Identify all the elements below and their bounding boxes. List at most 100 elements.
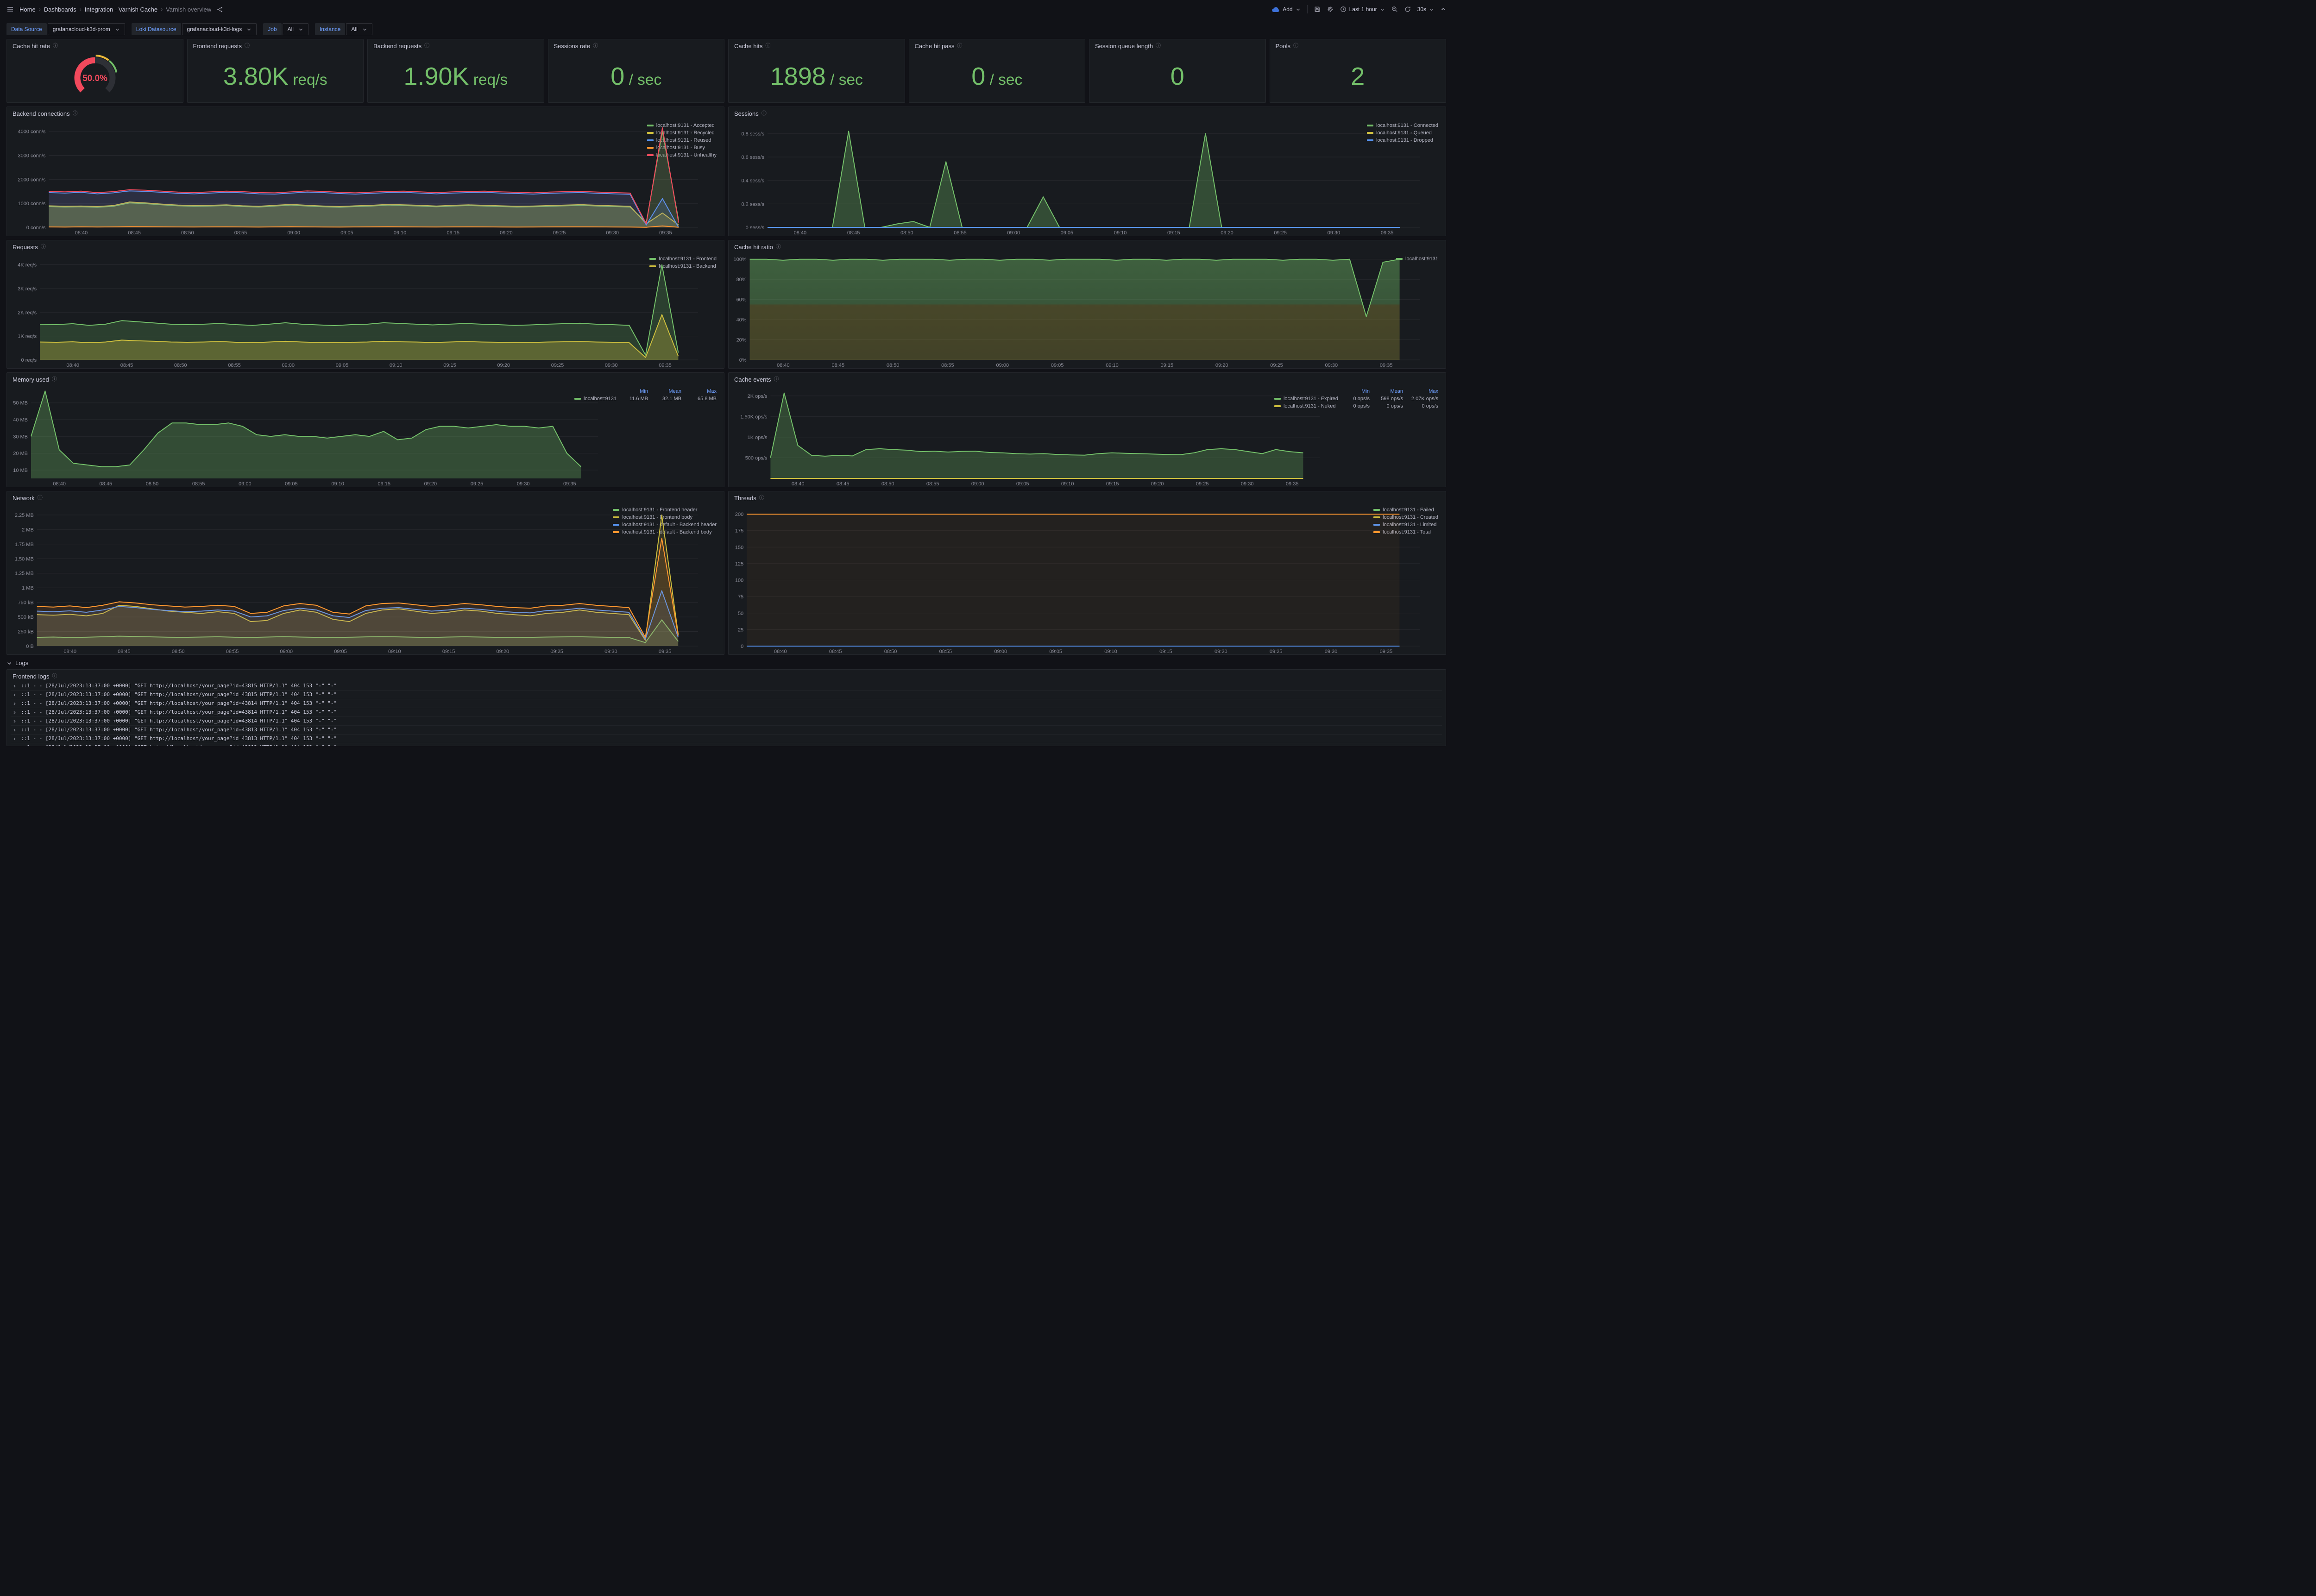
info-icon[interactable]: ⓘ: [40, 244, 46, 250]
filter-label[interactable]: Loki Datasource: [131, 23, 181, 35]
legend-item[interactable]: localhost:9131 - default - Backend body: [613, 529, 717, 535]
svg-text:100: 100: [735, 578, 743, 584]
legend-item[interactable]: localhost:9131 - Frontend body: [613, 515, 717, 520]
info-icon[interactable]: ⓘ: [957, 43, 963, 49]
legend-item[interactable]: localhost:9131 - Total: [1373, 529, 1438, 535]
log-row[interactable]: ::1 - - [28/Jul/2023:13:37:00 +0000] "GE…: [11, 743, 1442, 746]
filter-value-dropdown[interactable]: All: [282, 23, 308, 35]
log-row[interactable]: ::1 - - [28/Jul/2023:13:37:00 +0000] "GE…: [11, 708, 1442, 717]
log-row[interactable]: ::1 - - [28/Jul/2023:13:37:00 +0000] "GE…: [11, 717, 1442, 726]
share-icon[interactable]: [217, 6, 223, 13]
legend-item[interactable]: localhost:9131 - Reused: [647, 138, 717, 143]
log-row[interactable]: ::1 - - [28/Jul/2023:13:37:00 +0000] "GE…: [11, 682, 1442, 691]
expand-log-chevron-icon[interactable]: [13, 693, 17, 697]
time-range-picker[interactable]: Last 1 hour: [1340, 6, 1385, 13]
chart-cache-hit-ratio[interactable]: 0% 20% 40% 60% 80% 100% 08:40 08:45 08:50 08:55 09…: [731, 251, 1420, 368]
legend-column-header[interactable]: Mean: [668, 389, 681, 394]
info-icon[interactable]: ⓘ: [759, 495, 764, 501]
info-icon[interactable]: ⓘ: [1156, 43, 1161, 49]
expand-log-chevron-icon[interactable]: [13, 710, 17, 715]
info-icon[interactable]: ⓘ: [52, 673, 57, 679]
legend-item[interactable]: localhost:9131 - Nuked: [1274, 403, 1338, 409]
log-row[interactable]: ::1 - - [28/Jul/2023:13:37:00 +0000] "GE…: [11, 735, 1442, 743]
legend-column-header[interactable]: Mean: [1390, 389, 1403, 394]
legend-column-header[interactable]: Max: [707, 389, 717, 394]
info-icon[interactable]: ⓘ: [761, 111, 767, 116]
dashboard-settings-gear-icon[interactable]: [1327, 6, 1334, 13]
info-icon[interactable]: ⓘ: [72, 111, 78, 116]
legend-item[interactable]: localhost:9131 - Connected: [1367, 123, 1438, 128]
chart-backend-connections[interactable]: 0 conn/s 1000 conn/s 2000 conn/s 3000 conn/…: [10, 118, 698, 236]
expand-log-chevron-icon[interactable]: [13, 737, 17, 741]
breadcrumb-home[interactable]: Home: [19, 6, 36, 13]
save-dashboard-icon[interactable]: [1314, 6, 1321, 13]
info-icon[interactable]: ⓘ: [1293, 43, 1299, 49]
chart-sessions[interactable]: 0 sess/s 0.2 sess/s 0.4 sess/s 0.6 sess/s 0.…: [731, 118, 1420, 236]
logs-section-toggle[interactable]: Logs: [6, 660, 1446, 666]
legend-item[interactable]: localhost:9131 - Unhealthy: [647, 152, 717, 158]
info-icon[interactable]: ⓘ: [765, 43, 771, 49]
svg-text:09:10: 09:10: [331, 481, 344, 487]
info-icon[interactable]: ⓘ: [774, 377, 779, 382]
refresh-icon[interactable]: [1404, 6, 1411, 13]
breadcrumb-integration[interactable]: Integration - Varnish Cache: [84, 6, 158, 13]
add-button[interactable]: Add: [1272, 6, 1300, 13]
legend-column-header[interactable]: Min: [1361, 389, 1370, 394]
svg-text:08:50: 08:50: [146, 481, 159, 487]
expand-log-chevron-icon[interactable]: [13, 684, 17, 688]
svg-text:08:45: 08:45: [100, 481, 113, 487]
filter-value-dropdown[interactable]: grafanacloud-k3d-logs: [182, 23, 257, 35]
expand-log-chevron-icon[interactable]: [13, 702, 17, 706]
filter-label[interactable]: Instance: [315, 23, 346, 35]
chart-network[interactable]: 0 B 250 kB 500 kB 750 kB 1 MB 1.25 MB 1.50 MB 1…: [10, 503, 698, 654]
legend-item[interactable]: localhost:9131: [574, 396, 617, 402]
menu-toggle-icon[interactable]: [6, 6, 14, 13]
log-row[interactable]: ::1 - - [28/Jul/2023:13:37:00 +0000] "GE…: [11, 691, 1442, 699]
info-icon[interactable]: ⓘ: [245, 43, 250, 49]
info-icon[interactable]: ⓘ: [51, 377, 57, 382]
legend-item[interactable]: localhost:9131 - Frontend header: [613, 507, 717, 513]
legend-column-header[interactable]: Min: [640, 389, 648, 394]
legend-item[interactable]: localhost:9131 - Queued: [1367, 130, 1438, 136]
zoom-out-time-icon[interactable]: [1391, 6, 1398, 13]
chart-memory-used[interactable]: 10 MB 20 MB 30 MB 40 MB 50 MB 08:40 08:45 08:50…: [10, 384, 598, 487]
panel-title: Cache hit rate: [13, 43, 50, 50]
legend-item[interactable]: localhost:9131 - Backend: [649, 264, 717, 269]
svg-text:09:00: 09:00: [1007, 230, 1020, 236]
expand-log-chevron-icon[interactable]: [13, 719, 17, 723]
legend-item[interactable]: localhost:9131 - default - Backend heade…: [613, 522, 717, 528]
chart-requests[interactable]: 0 req/s 1K req/s 2K req/s 3K req/s 4K req/s 0…: [10, 251, 698, 368]
log-row[interactable]: ::1 - - [28/Jul/2023:13:37:00 +0000] "GE…: [11, 726, 1442, 735]
legend-item[interactable]: localhost:9131 - Failed: [1373, 507, 1438, 513]
stat-value: 1.90K req/s: [403, 63, 508, 90]
chart-cache-events[interactable]: 500 ops/s 1K ops/s 1.50K ops/s 2K ops/s 08:4…: [731, 384, 1320, 487]
log-row[interactable]: ::1 - - [28/Jul/2023:13:37:00 +0000] "GE…: [11, 699, 1442, 708]
legend-item[interactable]: localhost:9131 - Recycled: [647, 130, 717, 136]
refresh-interval-dropdown[interactable]: 30s: [1417, 6, 1434, 13]
legend-item[interactable]: localhost:9131 - Created: [1373, 515, 1438, 520]
legend-stat-value: 0 ops/s: [1386, 403, 1403, 409]
legend-item[interactable]: localhost:9131 - Accepted: [647, 123, 717, 128]
legend-item[interactable]: localhost:9131 - Limited: [1373, 522, 1438, 528]
info-icon[interactable]: ⓘ: [37, 495, 43, 501]
legend-item[interactable]: localhost:9131 - Dropped: [1367, 138, 1438, 143]
info-icon[interactable]: ⓘ: [593, 43, 598, 49]
info-icon[interactable]: ⓘ: [52, 43, 58, 49]
svg-text:09:25: 09:25: [550, 649, 563, 654]
filter-value-dropdown[interactable]: grafanacloud-k3d-prom: [47, 23, 125, 35]
log-line-text: ::1 - - [28/Jul/2023:13:37:00 +0000] "GE…: [21, 744, 337, 746]
collapse-toolbar-chevron-up-icon[interactable]: [1441, 6, 1446, 12]
filter-label[interactable]: Data Source: [6, 23, 47, 35]
filter-label[interactable]: Job: [263, 23, 282, 35]
info-icon[interactable]: ⓘ: [424, 43, 430, 49]
logs-section-title: Logs: [15, 660, 29, 666]
expand-log-chevron-icon[interactable]: [13, 728, 17, 732]
legend-item[interactable]: localhost:9131 - Frontend: [649, 256, 717, 262]
legend-item[interactable]: localhost:9131 - Expired: [1274, 396, 1338, 402]
breadcrumb-dashboards[interactable]: Dashboards: [44, 6, 76, 13]
chart-threads[interactable]: 0 25 50 75 100 125 150 175 200 08:40 08:45 08:50 08:…: [731, 503, 1420, 654]
legend-column-header[interactable]: Max: [1429, 389, 1438, 394]
filter-value-dropdown[interactable]: All: [346, 23, 372, 35]
legend-item[interactable]: localhost:9131 - Busy: [647, 145, 717, 151]
info-icon[interactable]: ⓘ: [775, 244, 781, 250]
